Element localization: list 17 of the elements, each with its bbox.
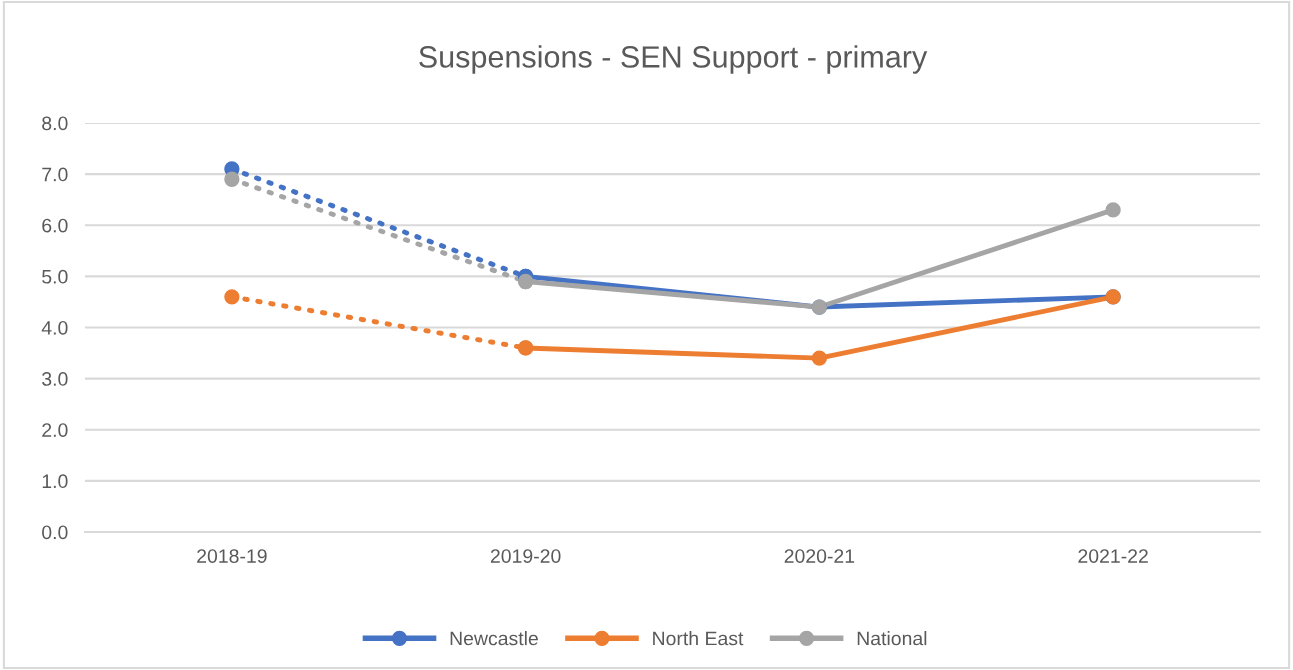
x-tick-label: 2018-19 [197, 549, 267, 563]
chart-title: Suspensions - SEN Support - primary [419, 45, 928, 74]
y-tick-label: 7.0 [42, 167, 68, 182]
y-tick-label: 4.0 [41, 320, 68, 335]
x-tick-label: 2019-20 [490, 549, 561, 563]
y-tick-label: 1.0 [42, 474, 68, 489]
y-tick-label: 3.0 [42, 372, 68, 386]
y-tick-label: 5.0 [42, 269, 68, 284]
x-tick-label: 2020-21 [784, 549, 855, 563]
legend-label: National [857, 631, 927, 646]
legend-label: Newcastle [450, 631, 538, 646]
x-tick-label: 2021-22 [1078, 549, 1148, 563]
y-tick-label: 2.0 [42, 423, 68, 437]
legend-label: North East [653, 631, 744, 646]
y-tick-label: 8.0 [42, 116, 68, 131]
y-tick-label: 0.0 [42, 525, 68, 540]
y-tick-label: 6.0 [42, 218, 68, 233]
